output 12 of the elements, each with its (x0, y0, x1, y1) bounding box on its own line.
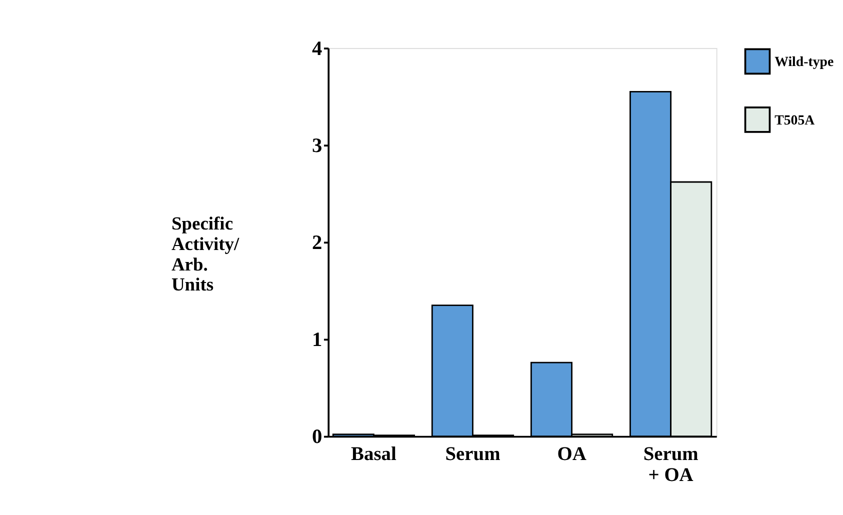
x-tick-label: Serum (445, 444, 500, 465)
y-axis-title: Specific Activity/ Arb. Units (171, 214, 240, 295)
legend-label: Wild-type (774, 54, 834, 70)
y-tick-label: 0 (312, 426, 322, 448)
x-tick-label: Serum + OA (643, 444, 698, 486)
y-tick-label: 2 (312, 232, 322, 254)
x-tick-label: OA (557, 444, 586, 465)
y-tick-label: 4 (312, 38, 322, 60)
y-tick-label: 3 (312, 135, 322, 158)
x-tick-label: Basal (351, 444, 397, 465)
y-tick-label: 1 (312, 329, 322, 352)
legend-label: T505A (774, 112, 815, 128)
